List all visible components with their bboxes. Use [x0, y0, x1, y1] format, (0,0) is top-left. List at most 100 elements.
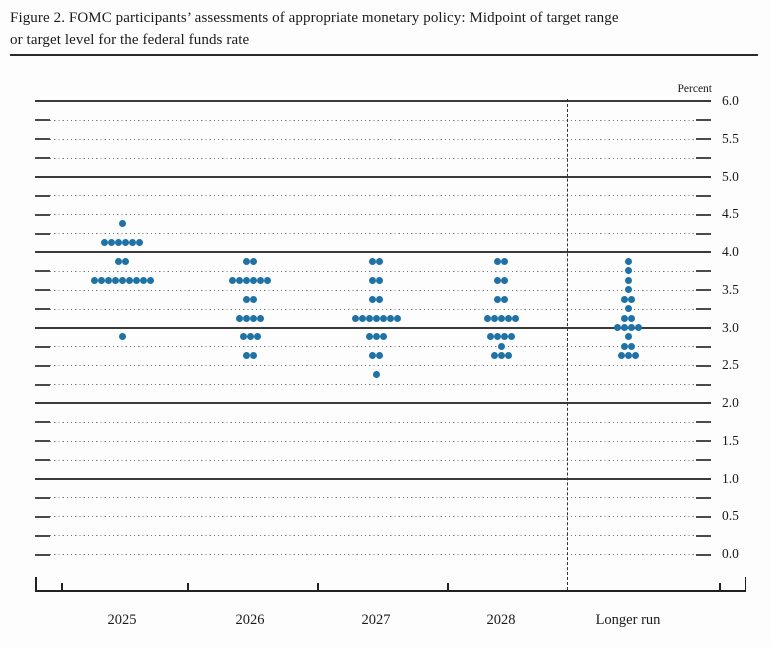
gridline-dotted: [50, 365, 696, 367]
y-axis-tick-label: 0.5: [722, 508, 739, 524]
gridline-dotted: [50, 214, 696, 216]
gridline-left-dash: [35, 157, 50, 160]
gridline-left-dash: [35, 515, 50, 518]
participant-dot: [508, 333, 515, 341]
participant-dot: [621, 314, 628, 322]
participant-dot: [497, 352, 505, 360]
x-axis-tick: [447, 583, 449, 590]
gridline-dotted: [50, 138, 696, 140]
y-axis-tick-label: 6.0: [722, 93, 739, 108]
y-axis-tick-label: 5.0: [722, 168, 739, 184]
participant-dot: [372, 314, 380, 322]
participant-dot: [379, 314, 387, 322]
gridline-left-dash: [35, 119, 50, 122]
participant-dot: [236, 314, 243, 322]
participant-dot: [376, 276, 383, 284]
gridline-right-dash: [696, 138, 711, 141]
participant-dot: [621, 324, 628, 331]
y-axis-tick-label: 3.5: [722, 281, 739, 297]
figure-title: Figure 2. FOMC participants’ assessments…: [10, 8, 750, 52]
gridline-right-dash: [696, 459, 711, 462]
participant-dot: [624, 286, 632, 294]
gridline-right-dash: [696, 194, 711, 197]
participant-dot: [250, 295, 257, 303]
x-axis-tick: [317, 583, 319, 590]
gridline-right-dash: [696, 213, 711, 216]
participant-dot: [136, 239, 143, 247]
participant-dot: [125, 276, 133, 284]
participant-dot: [243, 295, 250, 303]
gridline-right-dash: [696, 534, 711, 537]
participant-dot: [243, 314, 250, 322]
participant-dot: [624, 352, 632, 360]
participant-dot: [372, 333, 380, 341]
gridline-right-dash: [696, 383, 711, 386]
longer-run-separator: [567, 99, 568, 590]
participant-dot: [494, 276, 501, 284]
participant-dot: [243, 257, 250, 265]
gridline-left-dash: [35, 270, 50, 273]
gridline-left-dash: [35, 534, 50, 537]
participant-dot: [264, 276, 271, 284]
participant-dot: [376, 352, 383, 360]
gridline-dotted: [50, 308, 696, 310]
gridline-left-dash: [35, 308, 50, 311]
title-divider: [10, 54, 758, 56]
participant-dot: [101, 239, 108, 247]
gridline-dotted: [50, 233, 696, 235]
participant-dot: [386, 314, 394, 322]
participant-dot: [250, 352, 257, 360]
participant-dot: [351, 314, 359, 322]
x-axis-category-label: 2028: [486, 612, 516, 628]
figure-title-line2: or target level for the federal funds ra…: [10, 31, 250, 48]
gridline-dotted: [50, 157, 696, 159]
gridline-left-dash: [35, 194, 50, 197]
participant-dot: [118, 276, 126, 284]
gridline-left-dash: [35, 553, 50, 556]
participant-dot: [118, 220, 126, 228]
participant-dot: [624, 305, 632, 313]
gridline-right-dash: [696, 157, 711, 160]
participant-dot: [369, 276, 376, 284]
participant-dot: [122, 239, 129, 247]
gridline-right-dash: [696, 232, 711, 235]
participant-dot: [635, 324, 642, 331]
participant-dot: [624, 267, 632, 275]
gridline-left-dash: [35, 421, 50, 424]
gridline-left-dash: [35, 496, 50, 499]
x-axis-tick: [744, 577, 746, 590]
gridline-dotted: [50, 497, 696, 499]
y-axis-tick-label: 4.0: [722, 244, 739, 259]
gridline-dotted: [50, 535, 696, 537]
participant-dot: [393, 314, 401, 322]
participant-dot: [90, 276, 98, 284]
participant-dot: [236, 276, 243, 284]
participant-dot: [624, 333, 632, 341]
participant-dot: [104, 276, 112, 284]
participant-dot: [628, 295, 635, 303]
participant-dot: [369, 352, 376, 360]
gridline-left-dash: [35, 138, 50, 141]
gridline-left-dash: [35, 440, 50, 443]
participant-dot: [118, 333, 126, 341]
x-axis-tick: [187, 583, 189, 590]
gridline-dotted: [50, 516, 696, 518]
participant-dot: [628, 314, 635, 322]
participant-dot: [243, 352, 250, 360]
gridline-dotted: [50, 421, 696, 423]
participant-dot: [253, 333, 261, 341]
gridline-solid: [35, 326, 711, 329]
gridline-right-dash: [696, 119, 711, 122]
gridline-right-dash: [696, 421, 711, 424]
y-axis-tick-label: 4.5: [722, 206, 739, 222]
gridline-right-dash: [696, 440, 711, 443]
gridline-solid: [35, 175, 711, 178]
gridline-right-dash: [696, 364, 711, 367]
gridline-left-dash: [35, 345, 50, 348]
gridline-left-dash: [35, 364, 50, 367]
y-axis-tick-label: 2.0: [722, 395, 739, 410]
participant-dot: [504, 352, 512, 360]
participant-dot: [376, 257, 383, 265]
participant-dot: [614, 324, 621, 331]
